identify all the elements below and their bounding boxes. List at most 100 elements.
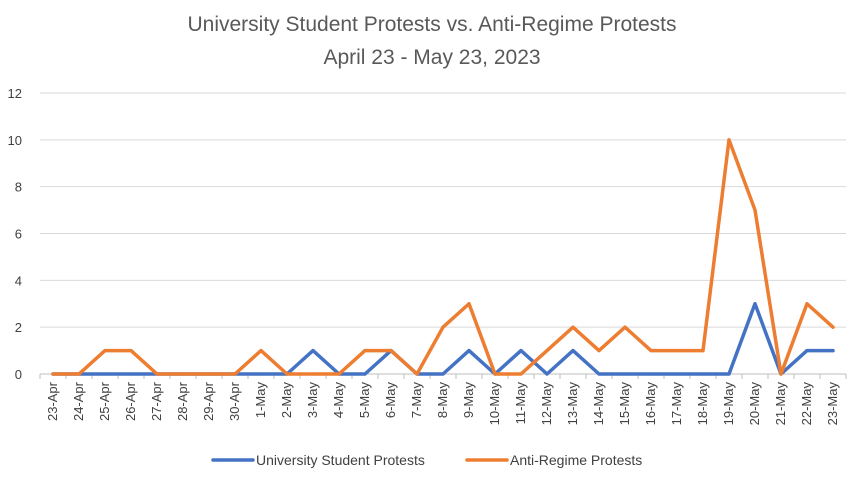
x-axis: 23-Apr 24-Apr 25-Apr 26-Apr 27-Apr 28-Apr 29-A… — [39, 373, 847, 426]
x-tick-label: 4-May — [331, 382, 346, 419]
data-point — [649, 348, 653, 353]
data-point — [181, 372, 185, 376]
x-tick-label: 17-May — [669, 382, 684, 426]
data-point — [571, 325, 575, 329]
data-point — [389, 348, 393, 353]
x-tick-label: 15-May — [617, 382, 632, 426]
y-tick-label: 8 — [15, 180, 22, 195]
data-point — [831, 325, 835, 329]
x-tick-label: 5-May — [357, 382, 372, 419]
x-tick-label: 29-Apr — [201, 381, 216, 421]
data-point — [129, 348, 133, 353]
data-point — [727, 372, 731, 376]
data-point — [675, 372, 679, 376]
data-point — [467, 302, 471, 306]
legend-label-1: University Student Protests — [256, 452, 425, 468]
data-point — [597, 372, 601, 376]
x-tick-label: 2-May — [279, 382, 294, 419]
data-point — [415, 372, 419, 376]
data-point — [831, 348, 835, 353]
data-point — [597, 348, 601, 353]
series-line-1 — [51, 302, 835, 376]
data-point — [441, 372, 445, 376]
x-tick-label: 28-Apr — [175, 381, 190, 421]
chart-title: University Student Protests vs. Anti-Reg… — [187, 13, 676, 36]
x-tick-label: 16-May — [643, 382, 658, 426]
legend-label-2: Anti-Regime Protests — [510, 452, 642, 468]
data-point — [545, 372, 549, 376]
data-point — [519, 348, 523, 353]
y-tick-label: 10 — [8, 133, 22, 148]
x-tick-label: 7-May — [409, 382, 424, 419]
y-tick-label: 0 — [15, 367, 22, 382]
chart-subtitle: April 23 - May 23, 2023 — [323, 46, 540, 69]
data-point — [701, 348, 705, 353]
x-tick-label: 8-May — [435, 382, 450, 419]
data-point — [519, 372, 523, 376]
legend: University Student Protests Anti-Regime P… — [211, 452, 642, 468]
x-tick-label: 21-May — [773, 382, 788, 426]
data-point — [51, 372, 55, 376]
data-point — [311, 372, 315, 376]
x-tick-label: 26-Apr — [123, 381, 138, 421]
x-tick-label: 30-Apr — [227, 381, 242, 421]
data-point — [259, 348, 263, 353]
data-point — [675, 348, 679, 353]
y-tick-label: 2 — [15, 320, 22, 335]
x-tick-label: 14-May — [591, 382, 606, 426]
data-point — [337, 372, 341, 376]
data-point — [233, 372, 237, 376]
data-point — [493, 372, 497, 376]
y-axis-ticks: 0 2 4 6 8 10 12 — [8, 86, 22, 382]
x-tick-label: 6-May — [383, 382, 398, 419]
x-tick-label: 10-May — [487, 382, 502, 426]
x-tick-label: 12-May — [539, 382, 554, 426]
x-tick-label: 1-May — [253, 382, 268, 419]
x-tick-label: 19-May — [721, 382, 736, 426]
x-tick-label: 23-May — [825, 382, 840, 426]
data-point — [467, 348, 471, 353]
data-point — [623, 325, 627, 329]
data-point — [155, 372, 159, 376]
data-point — [805, 302, 809, 306]
data-point — [727, 138, 731, 142]
x-tick-label: 23-Apr — [45, 381, 60, 421]
data-point — [753, 302, 757, 306]
x-tick-label: 22-May — [799, 382, 814, 426]
y-tick-label: 6 — [15, 227, 22, 242]
data-point — [363, 372, 367, 376]
series-lines — [51, 138, 835, 376]
data-point — [753, 208, 757, 212]
y-tick-label: 12 — [8, 86, 22, 101]
data-point — [805, 348, 809, 353]
data-point — [649, 372, 653, 376]
x-tick-label: 20-May — [747, 382, 762, 426]
data-point — [363, 348, 367, 353]
x-tick-label: 18-May — [695, 382, 710, 426]
x-tick-label: 3-May — [305, 382, 320, 419]
x-tick-label: 11-May — [513, 382, 528, 425]
x-tick-label: 13-May — [565, 382, 580, 426]
x-tick-label: 27-Apr — [149, 381, 164, 421]
data-point — [129, 372, 133, 376]
data-point — [77, 372, 81, 376]
data-point — [259, 372, 263, 376]
gridlines — [40, 92, 846, 328]
data-point — [545, 348, 549, 353]
data-point — [779, 372, 783, 376]
data-point — [311, 348, 315, 353]
x-tick-label: 25-Apr — [97, 381, 112, 421]
data-point — [441, 325, 445, 329]
data-point — [207, 372, 211, 376]
x-tick-label: 24-Apr — [71, 381, 86, 421]
data-point — [103, 348, 107, 353]
series-line-2 — [51, 138, 835, 376]
data-point — [623, 372, 627, 376]
y-tick-label: 4 — [15, 273, 22, 288]
data-point — [285, 372, 289, 376]
x-tick-label: 9-May — [461, 382, 476, 419]
data-point — [571, 348, 575, 353]
data-point — [701, 372, 705, 376]
